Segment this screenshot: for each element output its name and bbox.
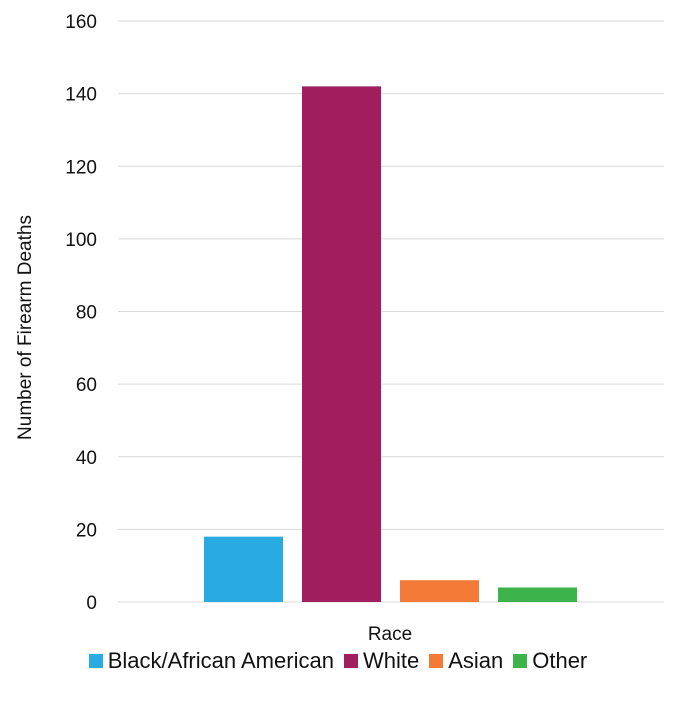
y-tick-label: 120 <box>65 157 97 178</box>
bar-other <box>498 587 577 602</box>
legend-swatch <box>513 654 528 668</box>
y-tick-labels: 0 20 40 60 80 100 120 140 160 <box>65 12 97 614</box>
y-tick-label: 40 <box>76 448 97 469</box>
bar-white <box>302 86 381 603</box>
bar-black-african-american <box>204 536 283 602</box>
legend-item: White <box>343 648 420 673</box>
legend-swatch <box>429 654 444 668</box>
y-tick-label: 160 <box>65 12 97 33</box>
y-tick-label: 0 <box>86 593 97 614</box>
bars <box>204 86 577 603</box>
y-tick-label: 140 <box>65 85 97 106</box>
legend-swatch <box>88 654 103 668</box>
y-axis-title: Number of Firearm Deaths <box>15 215 36 440</box>
y-tick-label: 80 <box>76 303 97 324</box>
legend-item: Other <box>513 650 587 672</box>
legend-swatch <box>343 654 358 668</box>
gridlines <box>118 20 664 603</box>
legend-label: Other <box>532 648 588 673</box>
legend-label: Black/African American <box>107 648 334 673</box>
legend-item: Black/African American <box>88 648 334 673</box>
legend: Black/African American White Asian Other <box>0 646 676 676</box>
legend-label: Asian <box>448 648 504 673</box>
legend-label: White <box>362 648 420 673</box>
y-tick-label: 20 <box>76 520 97 541</box>
legend-item: Asian <box>429 650 503 672</box>
y-tick-label: 100 <box>65 230 97 251</box>
bar-asian <box>400 580 479 602</box>
x-axis-title: Race <box>368 624 412 645</box>
y-tick-label: 60 <box>76 375 97 396</box>
